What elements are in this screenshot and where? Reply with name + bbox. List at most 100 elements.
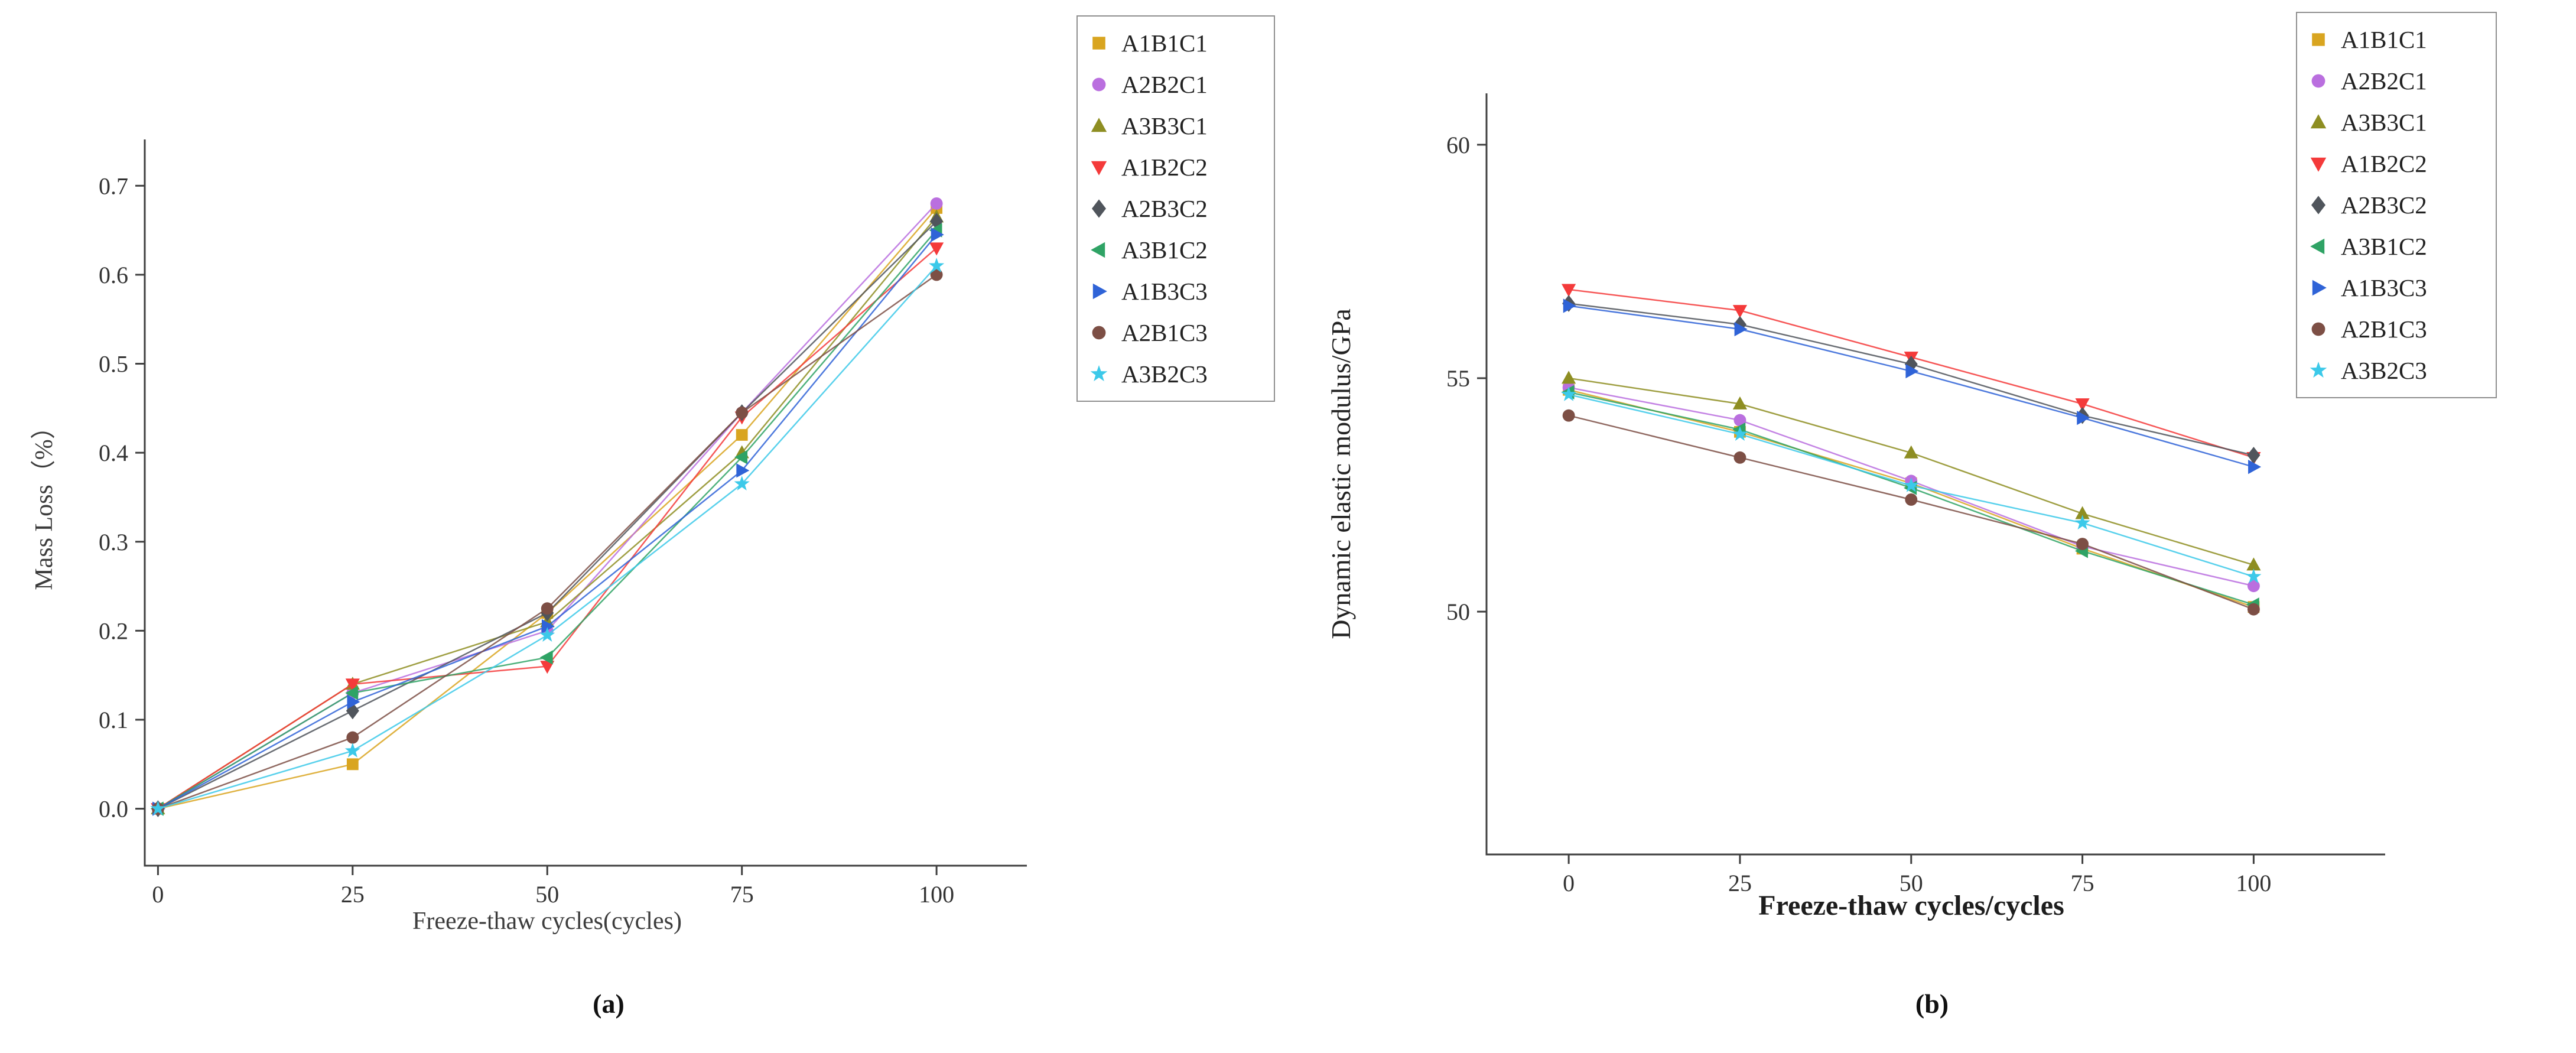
legend-b: A1B1C1 A2B2C1 A3B3C1 A1B2C2 A2B3C2 A3B1C2 A1B3… (2296, 12, 2497, 398)
legend-a: A1B1C1 A2B2C1 A3B3C1 A1B2C2 A2B3C2 A3B1C2 A1B3… (1076, 15, 1275, 402)
data-point-A3B3C1 (2246, 557, 2261, 571)
diamond-icon (1086, 196, 1112, 222)
data-point-A1B2C2 (2075, 398, 2090, 412)
mass-loss-chart: 0 25 50 75 100 0.0 0.1 0.2 0.3 0.4 0.5 0.6 0.7 (99, 139, 1027, 908)
diamond-icon (2305, 192, 2331, 218)
legend-item-A2B2C1: A2B2C1 (2305, 60, 2485, 102)
data-point-A2B2C1 (930, 197, 943, 210)
data-point-A1B2C2 (540, 661, 555, 674)
data-point-A1B2C2 (1732, 305, 1748, 318)
star-glyph (2310, 362, 2327, 378)
series-line-A3B3C1 (157, 216, 938, 810)
triangle-right-glyph (2312, 280, 2327, 296)
legend-label: A3B2C3 (2341, 357, 2427, 384)
caption-a: (a) (593, 989, 625, 1019)
y-tick-label: 55 (1446, 365, 1470, 392)
square-glyph (1092, 37, 1105, 50)
legend-item-A1B3C3: A1B3C3 (2305, 267, 2485, 308)
data-point-A1B3C3 (931, 228, 944, 242)
data-point-A3B1C2 (734, 450, 748, 464)
data-point-A1B3C3 (1734, 321, 1748, 337)
series-line-A1B2C2 (157, 247, 937, 810)
series-line-A2B2C1 (157, 203, 938, 810)
legend-item-A3B1C2: A3B1C2 (1086, 229, 1263, 271)
y-tick-label: 0.0 (99, 796, 128, 823)
data-point-A3B1C2 (539, 650, 553, 665)
data-point-A3B3C1 (1732, 396, 1748, 410)
data-point-A1B3C3 (1563, 298, 1576, 313)
legend-label: A1B3C3 (1121, 278, 1208, 305)
data-point-A3B2C3 (1732, 426, 1748, 441)
series-line-A1B3C3 (1568, 305, 2254, 468)
data-point-A3B2C3 (2246, 568, 2262, 583)
x-axis-label-freeze-thaw-a: Freeze-thaw cycles(cycles) (412, 908, 682, 935)
diamond-glyph (1092, 199, 1106, 218)
data-point-A1B2C2 (1562, 284, 1576, 297)
y-tick-label: 60 (1446, 132, 1470, 158)
x-tick-label: 75 (730, 881, 754, 908)
y-tick-label: 50 (1446, 599, 1470, 625)
data-point-A1B3C3 (736, 463, 750, 478)
x-tick-label: 0 (152, 881, 164, 908)
triangle-right-icon (1086, 278, 1112, 304)
circle-icon (1086, 72, 1112, 98)
data-point-A3B3C1 (1562, 370, 1576, 384)
data-point-A2B1C3 (346, 731, 359, 744)
legend-item-A1B3C3: A1B3C3 (1086, 271, 1263, 312)
triangle-up-glyph (1091, 118, 1107, 132)
dynamic-modulus-chart: 0 25 50 75 100 50 55 60 (1446, 93, 2385, 896)
triangle-right-icon (2305, 275, 2331, 301)
legend-label: A1B1C1 (2341, 26, 2427, 53)
data-point-A1B1C1 (346, 758, 359, 771)
triangle-down-glyph (1091, 161, 1107, 176)
star-icon (2305, 358, 2331, 384)
circle-glyph (1092, 77, 1106, 92)
legend-item-A3B2C3: A3B2C3 (1086, 353, 1263, 395)
data-point-A3B2C3 (929, 258, 945, 272)
data-point-A2B1C3 (930, 268, 943, 281)
circle-icon (2305, 316, 2331, 342)
triangle-up-glyph (2310, 114, 2327, 129)
data-point-A2B1C3 (541, 602, 554, 615)
circle-glyph (1092, 326, 1106, 340)
data-point-A2B3C2 (930, 213, 944, 230)
x-tick-label: 0 (1563, 870, 1575, 896)
legend-label: A1B2C2 (1121, 154, 1208, 181)
triangle-up-icon (1086, 113, 1112, 139)
legend-label: A1B3C3 (2341, 274, 2427, 301)
series-line-A3B3C1 (1568, 377, 2254, 566)
x-tick-label: 75 (2071, 870, 2094, 896)
legend-label: A3B3C1 (2341, 109, 2427, 136)
legend-label: A2B2C1 (2341, 67, 2427, 95)
y-tick-label: 0.5 (99, 351, 128, 378)
data-point-A2B2C1 (1733, 414, 1746, 427)
data-point-A2B1C3 (736, 406, 749, 419)
square-glyph (2312, 33, 2325, 46)
legend-label: A2B3C2 (2341, 191, 2427, 219)
data-point-A3B2C3 (1561, 386, 1577, 401)
series-line-A2B1C3 (1568, 414, 2254, 610)
legend-label: A1B2C2 (2341, 150, 2427, 177)
data-point-A3B2C3 (150, 800, 166, 815)
data-point-A3B3C1 (1904, 445, 1918, 459)
legend-label: A2B1C3 (2341, 316, 2427, 343)
y-tick-label: 0.6 (99, 262, 128, 288)
series-line-A2B3C2 (157, 220, 937, 810)
circle-glyph (2311, 322, 2325, 336)
data-point-A2B1C3 (2076, 538, 2089, 550)
data-point-A3B3C1 (2075, 506, 2090, 519)
data-point-A1B3C3 (2248, 460, 2262, 474)
x-tick-label: 100 (919, 881, 954, 908)
triangle-right-glyph (1092, 283, 1107, 300)
triangle-left-icon (1086, 237, 1112, 263)
axes-spines (1485, 93, 2385, 856)
legend-item-A1B1C1: A1B1C1 (1086, 22, 1263, 64)
legend-label: A2B1C3 (1121, 319, 1208, 346)
circle-icon (2305, 68, 2331, 94)
legend-item-A1B1C1: A1B1C1 (2305, 19, 2485, 60)
triangle-left-glyph (2310, 238, 2325, 255)
square-icon (2305, 27, 2331, 53)
star-glyph (1090, 365, 1108, 382)
legend-item-A3B1C2: A3B1C2 (2305, 226, 2485, 267)
legend-item-A2B1C3: A2B1C3 (1086, 312, 1263, 353)
